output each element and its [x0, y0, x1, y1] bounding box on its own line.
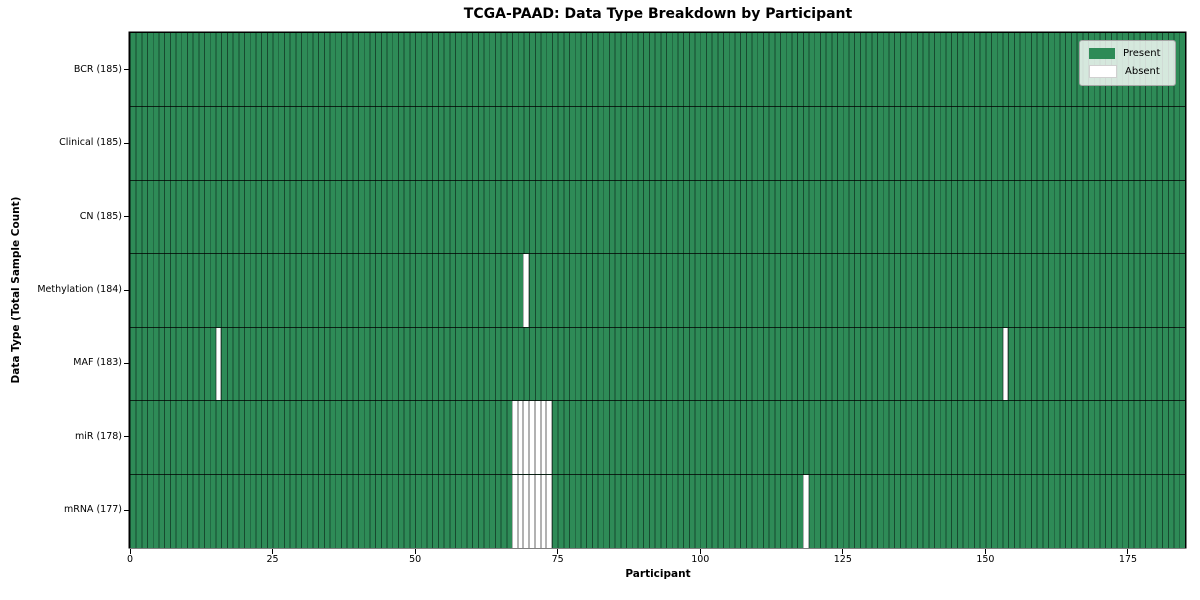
absent-cell — [517, 401, 524, 475]
plot-area: Present Absent — [130, 33, 1185, 548]
x-tick — [129, 549, 131, 554]
y-tick-label: BCR (185) — [73, 63, 122, 75]
x-tick — [842, 549, 844, 554]
y-tick — [123, 69, 129, 71]
absent-cell — [529, 401, 535, 475]
x-tick-label: 150 — [976, 554, 995, 565]
x-tick-label: 100 — [691, 554, 710, 565]
y-tick-label: mRNA (177) — [63, 504, 122, 516]
y-tick — [123, 216, 129, 218]
y-tick-label: MAF (183) — [73, 357, 122, 369]
x-tick — [272, 549, 274, 554]
legend-label: Absent — [1125, 66, 1160, 77]
x-tick — [699, 549, 701, 554]
absent-cell — [1002, 327, 1009, 402]
heatmap-row — [130, 473, 1185, 548]
y-tick-label: miR (178) — [74, 430, 122, 442]
y-tick — [123, 362, 129, 364]
x-tick-label: 25 — [266, 554, 279, 565]
x-tick-label: 75 — [551, 554, 564, 565]
heatmap-row — [130, 179, 1185, 255]
absent-cell — [523, 254, 530, 328]
x-tick-label: 50 — [409, 554, 422, 565]
x-tick-label: 125 — [833, 554, 852, 565]
x-tick-label: 0 — [126, 554, 134, 565]
heatmap-row — [130, 326, 1185, 402]
legend: Present Absent — [1079, 40, 1176, 86]
legend-label: Present — [1123, 48, 1161, 59]
y-tick — [123, 509, 129, 511]
heatmap-row — [130, 33, 1185, 107]
heatmap-row — [130, 106, 1185, 181]
absent-cell — [529, 474, 535, 548]
legend-swatch-absent-icon — [1089, 65, 1117, 78]
absent-cell — [517, 474, 524, 548]
y-tick-label: Methylation (184) — [37, 284, 122, 295]
y-tick-label: CN (185) — [79, 210, 122, 222]
legend-item: Present — [1089, 48, 1167, 59]
absent-cell — [512, 474, 518, 548]
absent-cell — [546, 401, 552, 475]
x-axis-label: Participant — [625, 568, 691, 580]
absent-cell — [512, 401, 518, 475]
x-tick — [414, 549, 416, 554]
legend-item: Absent — [1089, 65, 1167, 78]
heatmap-row — [130, 400, 1185, 475]
absent-cell — [534, 474, 541, 548]
absent-cell — [546, 474, 552, 548]
x-tick — [1127, 549, 1129, 554]
absent-cell — [523, 401, 530, 475]
y-tick-label: Clinical (185) — [59, 137, 122, 149]
x-tick — [984, 549, 986, 554]
absent-cell — [802, 474, 809, 548]
absent-cell — [540, 401, 547, 475]
heatmap-row — [130, 253, 1185, 328]
y-tick — [123, 289, 129, 291]
absent-cell — [534, 401, 541, 475]
x-tick-label: 175 — [1118, 554, 1138, 565]
legend-swatch-present-icon — [1089, 48, 1115, 59]
absent-cell — [523, 474, 530, 548]
y-tick — [123, 436, 129, 438]
x-tick — [557, 549, 559, 554]
chart-title: TCGA-PAAD: Data Type Breakdown by Partic… — [463, 6, 853, 22]
y-tick — [123, 142, 129, 144]
absent-cell — [215, 327, 222, 402]
absent-cell — [540, 474, 547, 548]
